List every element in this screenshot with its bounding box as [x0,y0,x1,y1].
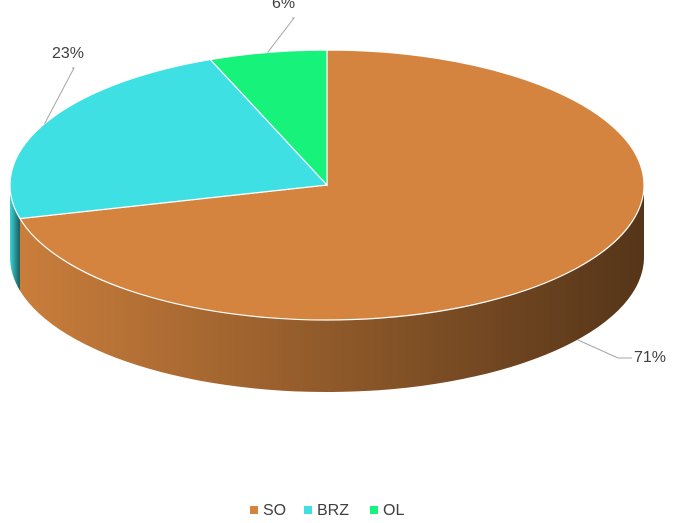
legend-label: BRZ [317,502,349,519]
data-labels: 71% 23% 6% [44,0,666,366]
data-label: 71% [634,349,666,366]
pie-side-shade [10,185,20,291]
pie-sides [10,185,645,393]
legend-label: SO [263,502,286,519]
pie-slice [18,49,645,321]
legend-swatch [250,506,258,514]
pie-top [9,49,645,321]
legend: SO BRZ OL [250,502,404,519]
pie-slice [209,49,328,187]
leader-line [267,17,296,53]
legend-label: OL [383,502,404,519]
legend-swatch [370,506,378,514]
pie-side-shade [19,185,645,393]
leader-line [577,339,632,359]
data-label: 6% [272,0,295,12]
data-label: 23% [52,45,84,62]
leader-line [44,67,75,124]
legend-swatch [304,506,312,514]
